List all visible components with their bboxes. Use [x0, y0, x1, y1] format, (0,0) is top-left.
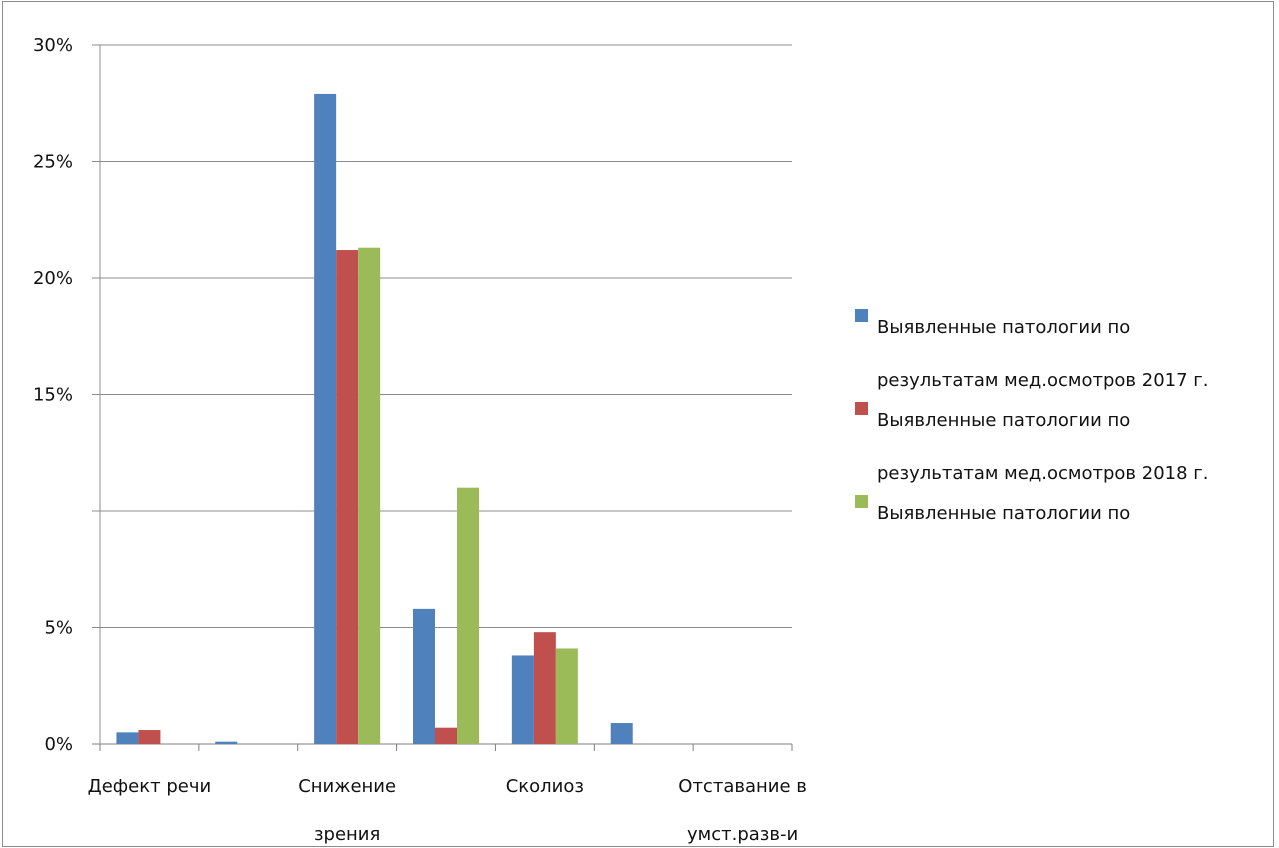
legend-swatch-3: [855, 495, 868, 508]
legend-swatch-1: [855, 309, 868, 322]
bar-1-1: [116, 732, 139, 744]
bar-1-6: [610, 723, 633, 744]
legend-item-2: Выявленные патологии по результатам мед.о…: [855, 394, 1265, 500]
y-tick-label: 0%: [44, 734, 73, 755]
legend-label: Выявленные патологии по: [877, 317, 1131, 338]
y-tick-label: 15%: [33, 385, 73, 406]
x-category-label: Снижение: [298, 776, 396, 797]
y-tick-label: 25%: [33, 152, 73, 173]
bar-2-5: [533, 632, 556, 744]
x-category-label: зрения: [314, 824, 380, 845]
legend-item-1: Выявленные патологии по результатам мед.о…: [855, 301, 1265, 407]
legend-item-3: Выявленные патологии по: [855, 487, 1265, 540]
bar-chart: 0% 5% 15% 20% 25% 30% Дефект речи Снижение зрени…: [33, 35, 807, 845]
x-category-label: Сколиоз: [506, 776, 584, 797]
x-category-label: умст.разв-и: [687, 824, 798, 845]
bar-1-5: [511, 655, 534, 744]
y-tick-label: 5%: [44, 618, 73, 639]
bar-1-4: [413, 608, 435, 744]
bar-3-5: [555, 648, 578, 744]
x-category-label: Дефект речи: [88, 776, 212, 797]
bar-2-1: [138, 730, 161, 744]
bar-2-3: [336, 250, 359, 745]
y-tick-label: 20%: [33, 268, 73, 289]
x-category-label: Отставание в: [678, 776, 807, 797]
legend: Выявленные патологии по результатам мед.о…: [855, 309, 1265, 540]
y-tick-label: 30%: [33, 35, 73, 56]
bar-1-2: [215, 741, 238, 744]
bar-1-3: [314, 93, 337, 745]
legend-swatch-2: [855, 402, 868, 415]
legend-label: Выявленные патологии по: [877, 503, 1131, 524]
bar-3-3: [358, 247, 381, 744]
legend-label: Выявленные патологии по: [877, 410, 1131, 431]
legend-label: результатам мед.осмотров 2017 г.: [877, 370, 1209, 391]
legend-label: результатам мед.осмотров 2018 г.: [877, 463, 1209, 484]
bar-3-4: [457, 487, 479, 744]
bar-2-4: [435, 727, 457, 744]
